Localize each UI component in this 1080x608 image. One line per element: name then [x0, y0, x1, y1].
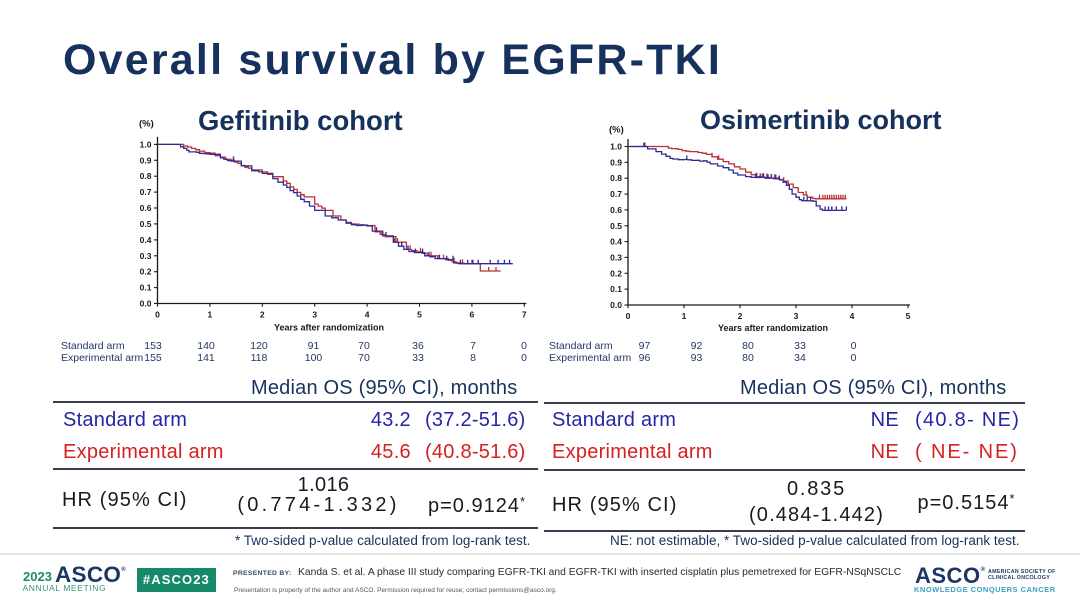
svg-text:0.9: 0.9 [140, 155, 152, 165]
svg-text:0.5: 0.5 [610, 221, 622, 231]
svg-text:0.6: 0.6 [140, 203, 152, 213]
svg-text:4: 4 [850, 311, 855, 321]
svg-text:7: 7 [522, 310, 527, 320]
svg-text:(%): (%) [139, 119, 154, 130]
svg-text:0.4: 0.4 [140, 235, 152, 245]
svg-text:0.0: 0.0 [140, 299, 152, 309]
svg-text:(%): (%) [609, 125, 624, 136]
svg-text:1: 1 [208, 310, 213, 320]
svg-text:0: 0 [155, 310, 160, 320]
svg-text:2: 2 [260, 310, 265, 320]
svg-text:Years after randomization: Years after randomization [718, 323, 828, 333]
svg-text:0.3: 0.3 [140, 251, 152, 261]
svg-text:Years after randomization: Years after randomization [274, 323, 384, 333]
svg-text:0.1: 0.1 [140, 283, 152, 293]
svg-text:3: 3 [794, 311, 799, 321]
svg-text:0.4: 0.4 [610, 237, 622, 247]
svg-text:6: 6 [470, 310, 475, 320]
svg-text:0.9: 0.9 [610, 157, 622, 167]
svg-text:1: 1 [682, 311, 687, 321]
svg-text:0.7: 0.7 [140, 187, 152, 197]
svg-text:0.1: 0.1 [610, 284, 622, 294]
svg-text:4: 4 [365, 310, 370, 320]
svg-text:0.8: 0.8 [140, 171, 152, 181]
svg-text:0.5: 0.5 [140, 219, 152, 229]
svg-text:0.0: 0.0 [610, 300, 622, 310]
svg-text:0.2: 0.2 [610, 268, 622, 278]
svg-text:3: 3 [312, 310, 317, 320]
svg-text:1.0: 1.0 [140, 139, 152, 149]
svg-text:2: 2 [738, 311, 743, 321]
svg-text:0.3: 0.3 [610, 252, 622, 262]
svg-text:0.6: 0.6 [610, 205, 622, 215]
svg-text:5: 5 [906, 311, 911, 321]
svg-text:0.2: 0.2 [140, 267, 152, 277]
svg-text:1.0: 1.0 [610, 142, 622, 152]
svg-text:0: 0 [626, 311, 631, 321]
svg-text:0.7: 0.7 [610, 189, 622, 199]
svg-text:5: 5 [417, 310, 422, 320]
svg-text:0.8: 0.8 [610, 173, 622, 183]
